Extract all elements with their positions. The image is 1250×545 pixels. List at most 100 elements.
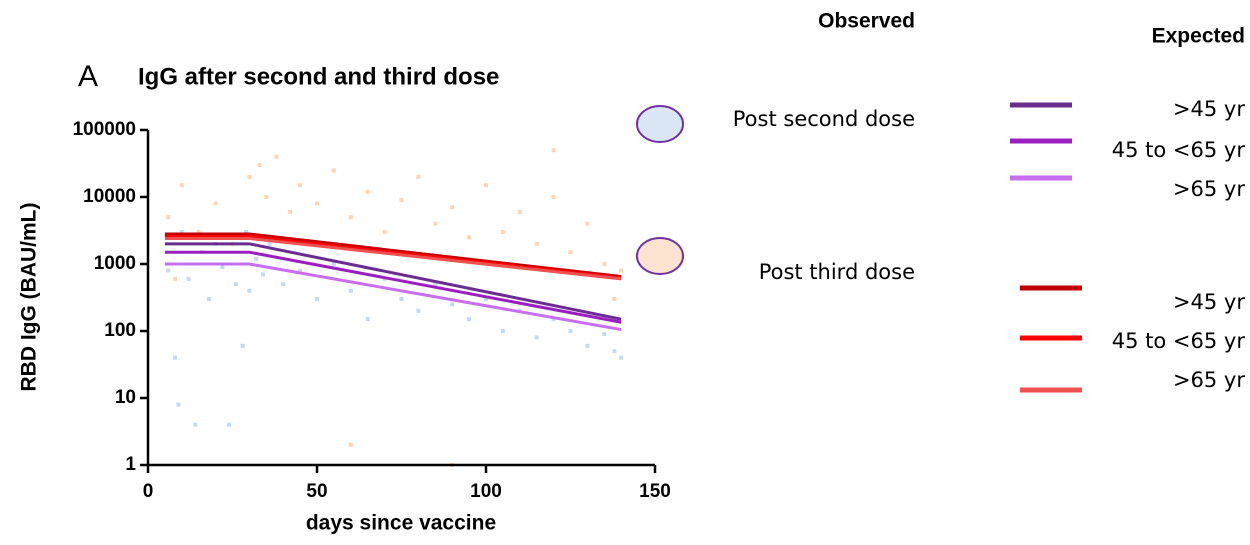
data-point [585, 221, 590, 226]
y-tick-label: 100000 [73, 119, 136, 140]
legend-heading: Expected [1152, 25, 1245, 48]
panel-label: A [78, 60, 98, 93]
data-point [534, 241, 539, 246]
data-point [315, 297, 319, 302]
data-point [551, 148, 556, 153]
data-point [484, 183, 488, 188]
legend-label: >65 yr [1173, 177, 1245, 201]
y-tick-label: 10000 [83, 186, 136, 207]
data-point [551, 195, 556, 199]
data-point [206, 297, 211, 302]
data-point [585, 343, 590, 348]
data-point [399, 297, 404, 302]
legend-label: 45 to <65 yr [1112, 138, 1246, 162]
x-tick-label: 100 [470, 481, 502, 502]
expected-line [164, 250, 622, 324]
data-point [467, 235, 472, 240]
data-point [179, 183, 184, 188]
chart-title: IgG after second and third dose [138, 63, 499, 90]
legend-label: 45 to <65 yr [1112, 329, 1246, 353]
data-point [619, 355, 624, 360]
data-point [173, 276, 178, 281]
x-tick-label: 150 [639, 481, 671, 502]
data-point [264, 195, 269, 199]
data-point [166, 268, 171, 273]
data-point [433, 282, 438, 287]
data-point [179, 230, 184, 235]
data-point [227, 422, 232, 427]
expected-line [164, 232, 622, 279]
data-point [173, 355, 178, 360]
data-point [267, 241, 272, 246]
data-point [254, 256, 259, 261]
data-point [551, 317, 556, 322]
x-tick-label: 0 [143, 481, 154, 502]
data-point [240, 343, 245, 348]
data-point [450, 302, 455, 307]
legend-label: >45 yr [1173, 97, 1245, 121]
data-point [365, 189, 370, 194]
expected-line [164, 242, 622, 321]
data-point [247, 288, 252, 293]
legend-label: Post third dose [759, 260, 915, 284]
data-point [331, 262, 336, 266]
y-tick-label: 10 [115, 387, 136, 408]
data-point [416, 308, 421, 313]
data-point [220, 265, 225, 270]
data-point [433, 221, 438, 226]
y-tick-label: 1 [125, 454, 136, 475]
legend-heading: Observed [818, 10, 915, 33]
data-point [233, 282, 238, 287]
data-point [298, 183, 303, 188]
y-axis-label: RBD IgG (BAU/mL) [18, 203, 41, 392]
data-point [450, 205, 455, 210]
data-point [257, 163, 262, 168]
legend-label: >45 yr [1173, 290, 1245, 314]
data-point [602, 332, 607, 337]
expected-line [164, 262, 622, 332]
data-point [517, 209, 522, 214]
data-point [260, 272, 265, 277]
data-point [612, 349, 617, 354]
data-point [315, 201, 319, 206]
x-axis-label: days since vaccine [306, 512, 496, 535]
data-point [186, 276, 191, 281]
data-point [399, 198, 404, 203]
x-tick-label: 50 [306, 481, 327, 502]
legend-label: >65 yr [1173, 368, 1245, 392]
data-point [568, 250, 573, 255]
data-point [166, 215, 171, 220]
data-point [467, 317, 472, 322]
data-point [619, 268, 624, 273]
data-point [196, 230, 201, 235]
y-tick-label: 1000 [94, 253, 136, 274]
y-tick-label: 100 [104, 320, 136, 341]
legend-swatch [636, 237, 684, 275]
data-point [348, 215, 353, 220]
data-point [568, 329, 573, 333]
data-point [281, 282, 286, 287]
data-point [244, 230, 249, 235]
data-point [348, 288, 353, 293]
data-point [382, 230, 387, 235]
data-point [193, 422, 198, 427]
data-point [534, 335, 539, 340]
data-point [247, 174, 252, 179]
data-point [176, 402, 181, 407]
data-point [348, 442, 353, 447]
data-point [298, 268, 303, 273]
data-point [602, 262, 607, 266]
data-point [484, 297, 488, 302]
data-point [213, 201, 218, 206]
legend-label: Post second dose [733, 107, 915, 131]
data-point [500, 230, 505, 235]
data-point [365, 317, 370, 322]
data-point [287, 209, 292, 214]
data-point [274, 154, 279, 159]
data-point [331, 168, 336, 173]
expected-line [164, 237, 622, 281]
data-point [500, 329, 505, 333]
data-point [612, 297, 617, 302]
data-point [416, 174, 421, 179]
